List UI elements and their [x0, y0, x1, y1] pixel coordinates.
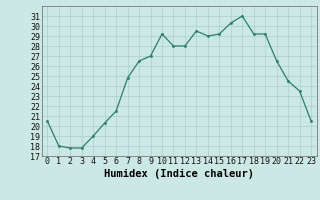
- X-axis label: Humidex (Indice chaleur): Humidex (Indice chaleur): [104, 169, 254, 179]
